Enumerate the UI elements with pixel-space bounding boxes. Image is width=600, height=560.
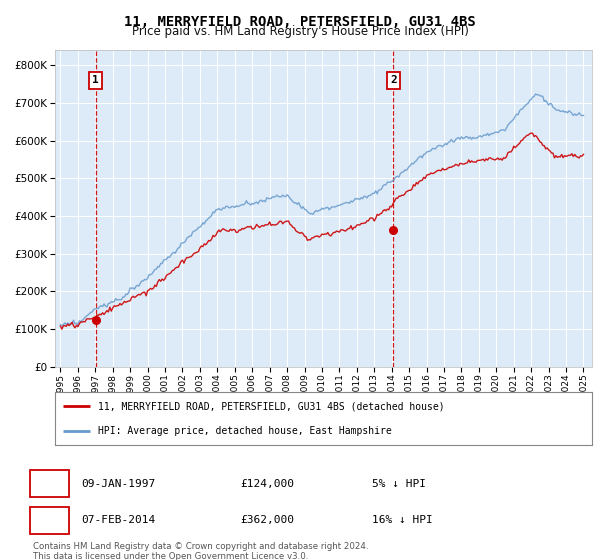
Text: Contains HM Land Registry data © Crown copyright and database right 2024.
This d: Contains HM Land Registry data © Crown c… bbox=[33, 542, 368, 560]
Text: 11, MERRYFIELD ROAD, PETERSFIELD, GU31 4BS: 11, MERRYFIELD ROAD, PETERSFIELD, GU31 4… bbox=[124, 15, 476, 29]
Text: 16% ↓ HPI: 16% ↓ HPI bbox=[372, 515, 433, 525]
Text: 2: 2 bbox=[46, 514, 53, 527]
Text: 09-JAN-1997: 09-JAN-1997 bbox=[81, 479, 155, 489]
Text: 2: 2 bbox=[390, 76, 397, 86]
Text: HPI: Average price, detached house, East Hampshire: HPI: Average price, detached house, East… bbox=[98, 426, 392, 436]
Text: £124,000: £124,000 bbox=[240, 479, 294, 489]
Text: 11, MERRYFIELD ROAD, PETERSFIELD, GU31 4BS (detached house): 11, MERRYFIELD ROAD, PETERSFIELD, GU31 4… bbox=[98, 402, 445, 412]
Text: 07-FEB-2014: 07-FEB-2014 bbox=[81, 515, 155, 525]
Text: Price paid vs. HM Land Registry's House Price Index (HPI): Price paid vs. HM Land Registry's House … bbox=[131, 25, 469, 38]
Text: 1: 1 bbox=[92, 76, 99, 86]
Text: £362,000: £362,000 bbox=[240, 515, 294, 525]
Text: 1: 1 bbox=[46, 477, 53, 491]
Text: 5% ↓ HPI: 5% ↓ HPI bbox=[372, 479, 426, 489]
